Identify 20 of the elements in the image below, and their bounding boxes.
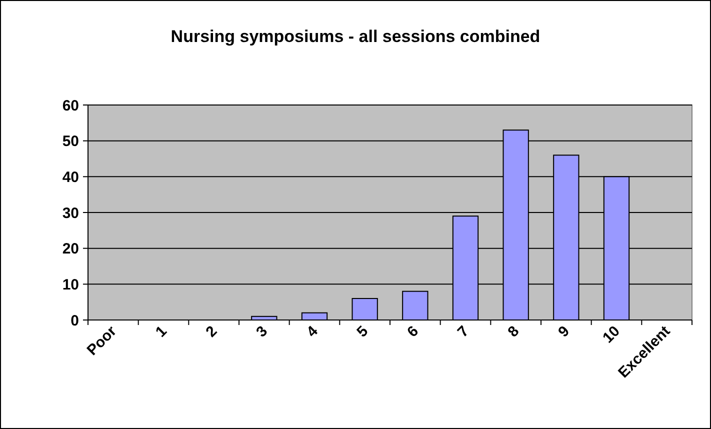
x-tick-label: 9 [555,322,573,341]
x-tick-label: 2 [202,322,221,341]
y-tick-label: 30 [62,204,79,222]
x-tick-label: 3 [253,322,271,341]
bar [402,290,428,320]
x-tick-label: 4 [303,322,322,341]
x-tick-label: 1 [152,322,170,341]
y-tick-label: 50 [62,133,79,150]
chart-title: Nursing symposiums - all sessions combined [170,27,540,46]
y-tick-label: 40 [62,168,79,186]
y-tick-label: 10 [62,276,79,294]
x-tick-label: 8 [504,322,523,341]
x-tick-label: 10 [600,322,624,347]
y-tick-label: 20 [62,240,79,258]
y-tick-label: 0 [70,312,79,330]
x-tick-label: 7 [454,322,472,341]
x-tick-label: 6 [404,322,422,341]
y-tick-label: 60 [62,97,79,114]
bar [352,298,378,320]
x-tick-label: 5 [354,322,372,341]
